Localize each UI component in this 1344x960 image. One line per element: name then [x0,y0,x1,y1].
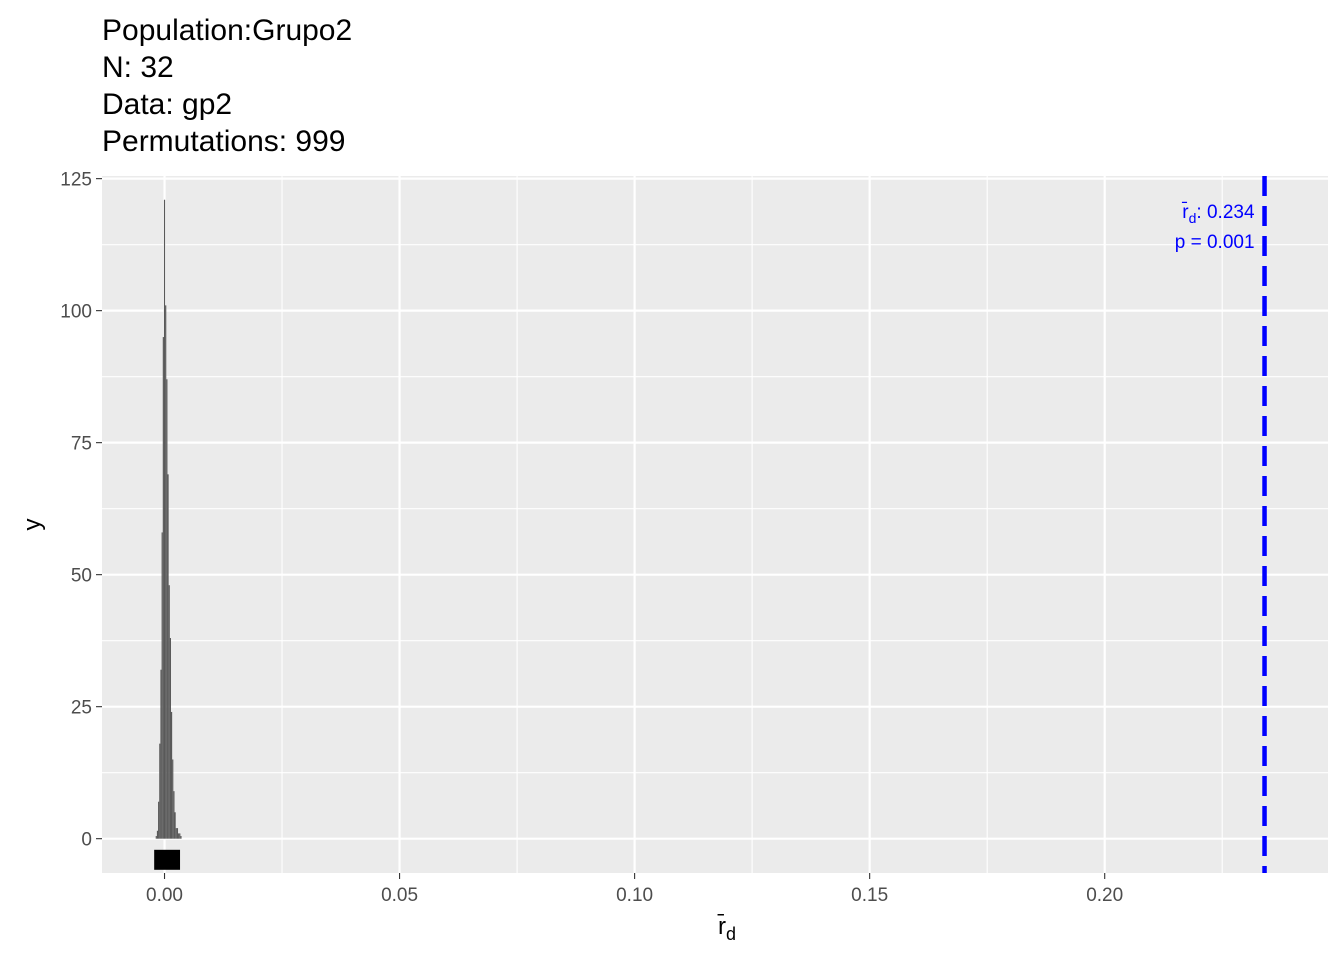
x-axis-title-symbol: r̄ [717,913,726,940]
title-population: Population:Grupo2 [102,14,353,47]
histogram-bar [156,830,159,839]
y-tick-label: 125 [60,170,92,191]
x-axis: 0.00 0.05 0.10 0.15 0.20 [146,873,1123,906]
histogram-bar [168,585,170,839]
histogram-bar [174,812,176,839]
x-tick-label: 0.15 [851,885,888,906]
histogram-bar [178,833,180,839]
rug-marks [154,849,181,870]
observed-stat-symbol: r̄ [1182,202,1190,223]
y-tick-label: 25 [71,698,92,719]
histogram-bars [155,199,182,839]
y-tick-label: 75 [71,434,92,455]
y-tick-label: 100 [60,302,92,323]
histogram-bar [167,474,169,839]
title-data: Data: gp2 [102,88,233,121]
histogram-bar [155,836,157,839]
histogram-bar [180,836,182,839]
y-axis: 0 25 50 75 100 125 [60,170,102,851]
axis-titles: r̄d y [19,519,736,945]
histogram-bar [169,638,171,839]
observed-stat-subscript: d [1189,210,1197,226]
histogram-bar [158,801,160,839]
x-axis-title: r̄d [717,913,736,944]
histogram-bar [162,337,164,839]
x-tick-label: 0.20 [1086,885,1123,906]
histogram-bar [179,833,181,839]
histogram-bar [163,199,166,839]
histogram-bar [176,828,179,839]
histogram-bar [165,305,167,839]
title-permutations: Permutations: 999 [102,125,346,158]
histogram-bar [166,379,168,839]
observed-stat-label: r̄d: 0.234 [1182,202,1255,226]
histogram-bar [161,532,163,839]
x-tick-label: 0.00 [146,885,183,906]
chart-title: Population:Grupo2 N: 32 Data: gp2 Permut… [102,12,352,160]
histogram-bar [173,791,175,839]
histogram-bar [170,711,173,839]
histogram-bar [159,743,161,839]
histogram-bar [160,669,162,839]
observed-stat-value: : 0.234 [1196,202,1255,223]
histogram-bar [172,759,174,839]
rug-block [154,849,181,870]
observed-p-label: p = 0.001 [1175,232,1255,253]
x-tick-label: 0.05 [381,885,418,906]
minor-grid [102,176,1328,873]
y-axis-title: y [19,519,46,531]
y-tick-label: 50 [71,566,92,587]
title-n: N: 32 [102,51,174,84]
x-axis-title-subscript: d [726,924,736,944]
histogram-bar [175,828,177,839]
plot-panel [102,176,1328,873]
observed-annotation: r̄d: 0.234 p = 0.001 [1175,202,1255,253]
x-tick-label: 0.10 [616,885,653,906]
y-tick-label: 0 [81,830,92,851]
